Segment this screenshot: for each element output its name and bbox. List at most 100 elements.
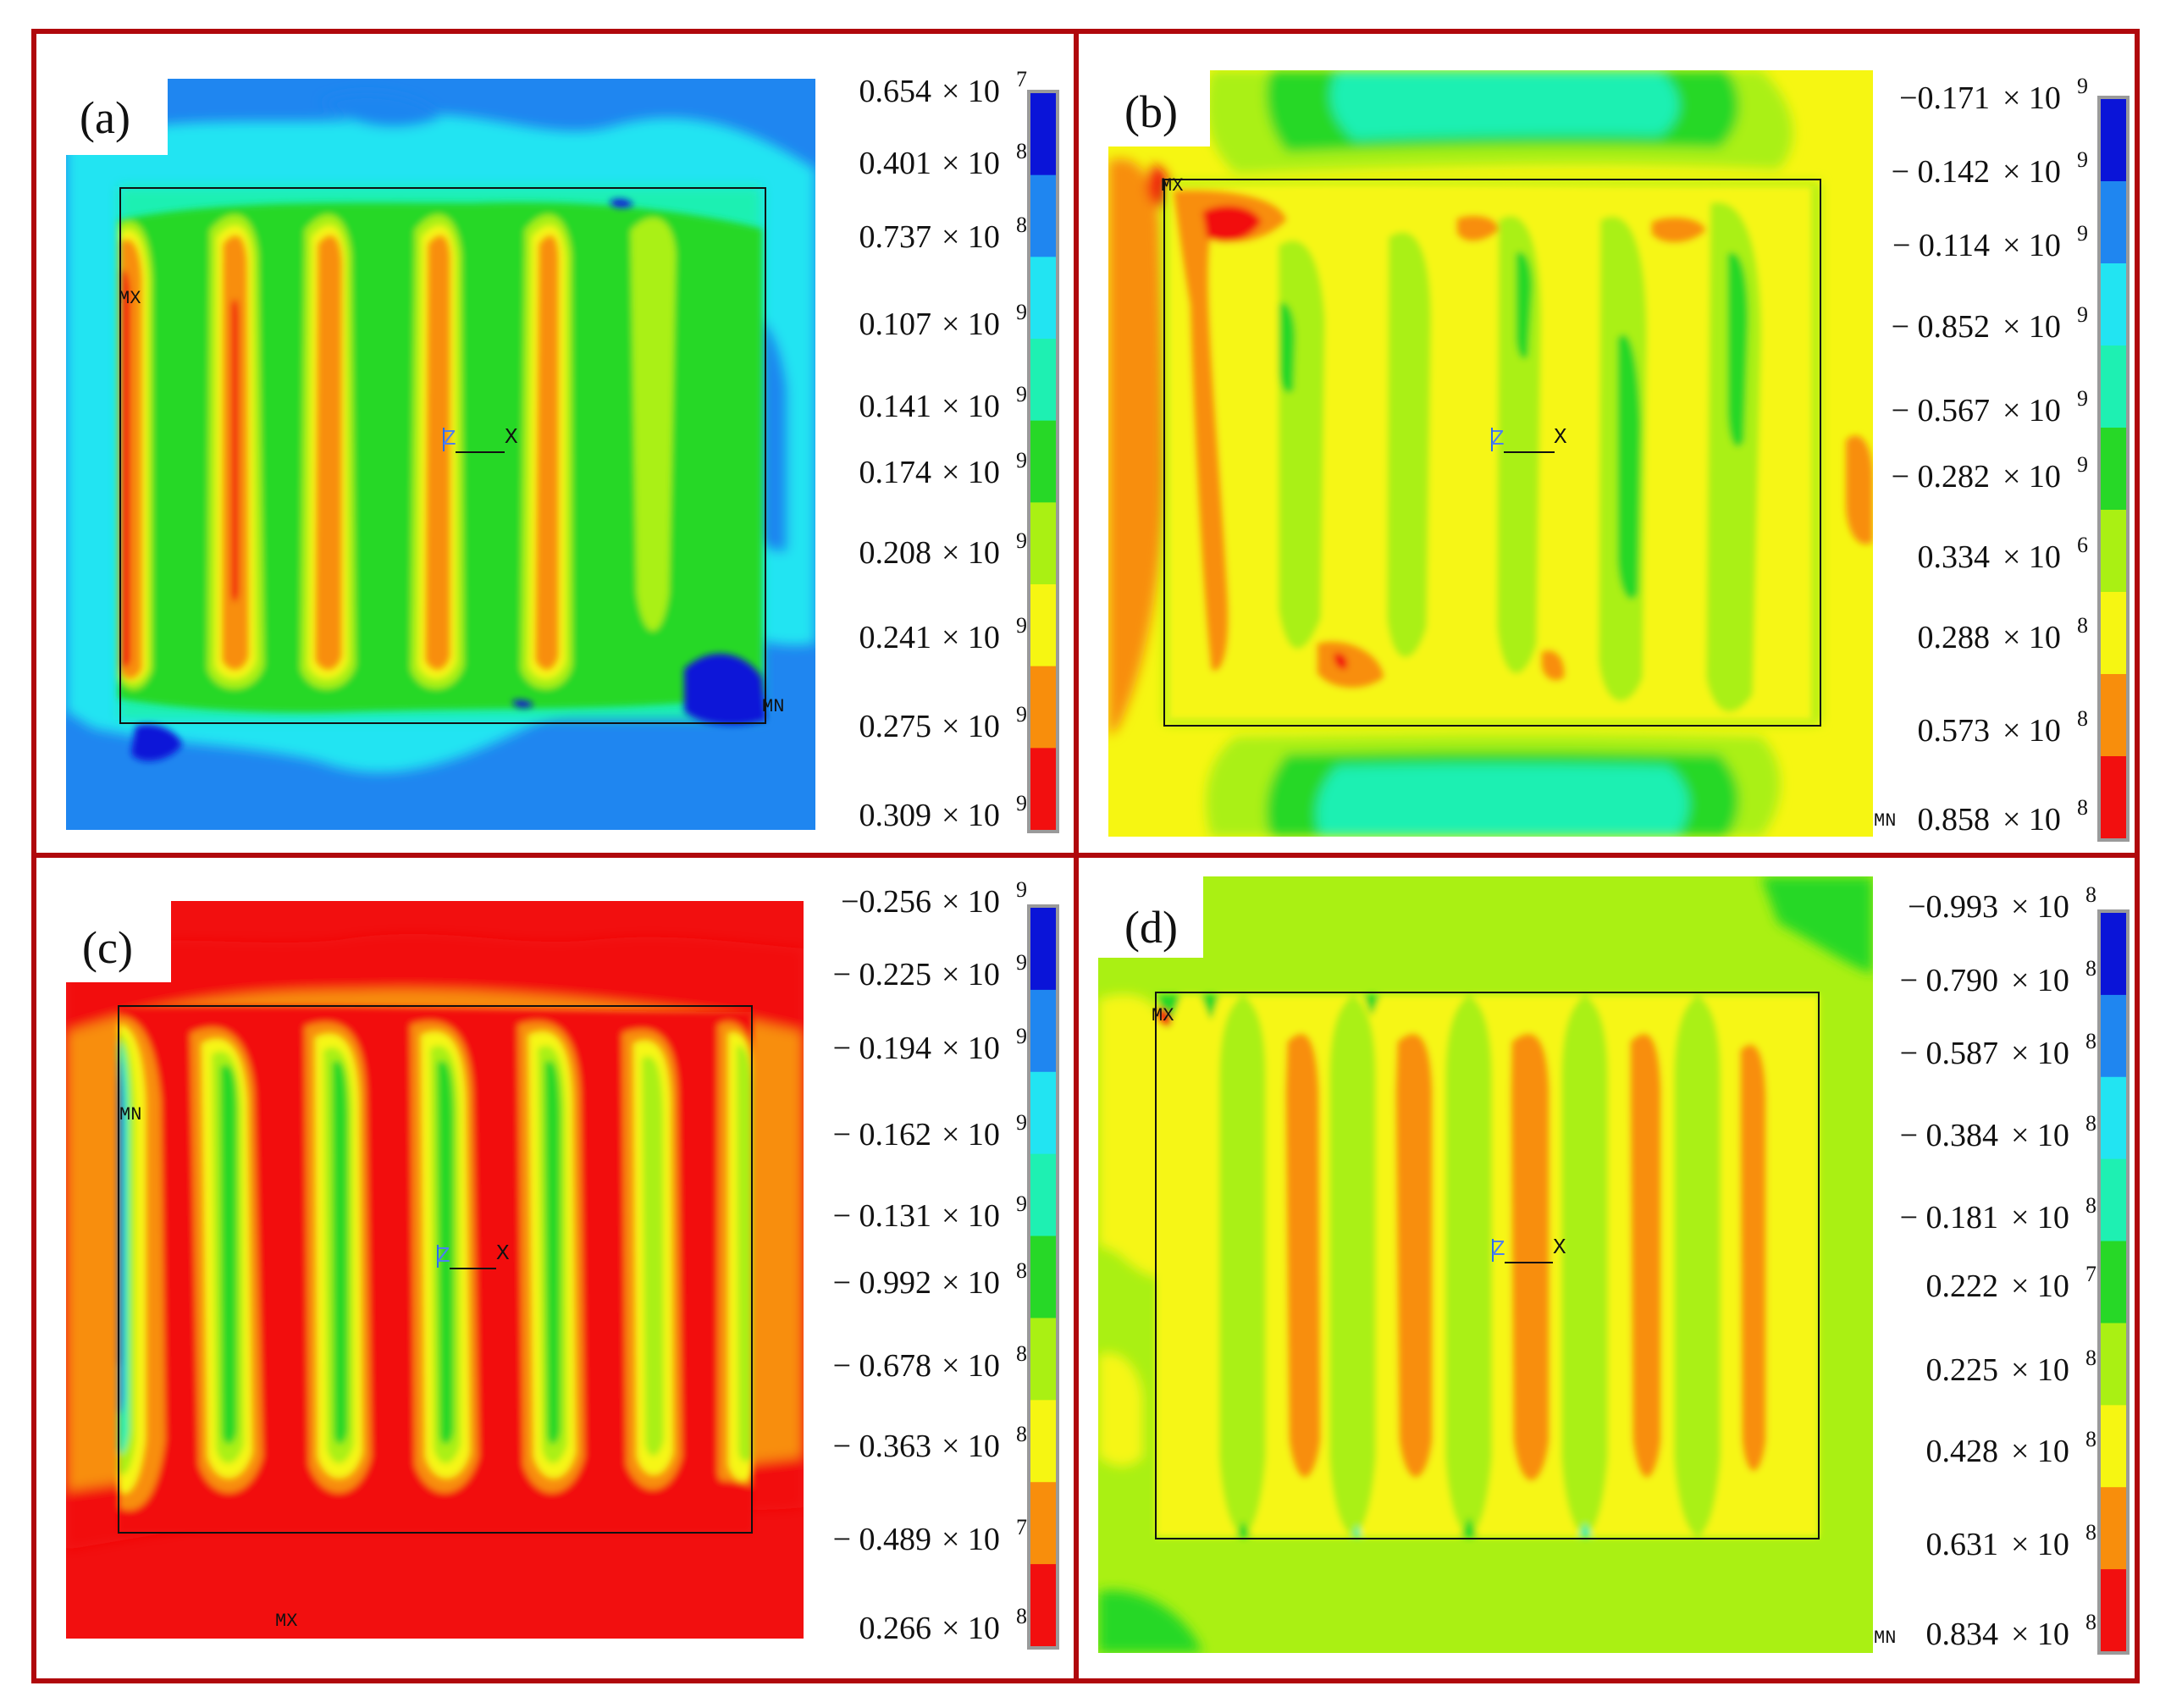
- axis-triad-b: Z X: [1491, 424, 1567, 453]
- legend-swatch: [1030, 666, 1056, 749]
- legend-swatch: [1030, 908, 1056, 991]
- legend-multiplier: × 10: [942, 1348, 1000, 1384]
- legend-value: 0.401: [859, 146, 932, 181]
- legend-bar-c: [1027, 904, 1059, 1650]
- legend-exponent: 8: [1016, 1422, 1027, 1446]
- legend-multiplier: × 10: [942, 1117, 1000, 1152]
- legend-exponent: 7: [1016, 1515, 1027, 1539]
- mn-marker-d: MN: [1874, 1628, 1896, 1649]
- legend-exponent: 9: [1016, 702, 1027, 727]
- legend-exponent: 9: [1016, 528, 1027, 553]
- legend-value: − 0.162: [833, 1117, 931, 1152]
- legend-value: 0.241: [859, 620, 932, 655]
- axis-x-c: X: [496, 1241, 510, 1266]
- axis-x-b: X: [1554, 424, 1567, 450]
- legend-swatch: [2101, 1076, 2126, 1160]
- legend-value: − 0.852: [1892, 309, 1990, 345]
- legend-value: 0.275: [859, 709, 932, 744]
- axis-z-a: Z: [443, 426, 456, 451]
- legend-multiplier: × 10: [942, 798, 1000, 833]
- legend-value: 0.266: [859, 1611, 932, 1646]
- legend-multiplier: × 10: [942, 1429, 1000, 1464]
- legend-value: 0.737: [859, 219, 932, 255]
- legend-swatch: [2101, 1405, 2126, 1488]
- legend-swatch: [1030, 1318, 1056, 1401]
- legend-multiplier: × 10: [2003, 802, 2061, 837]
- legend-multiplier: × 10: [2003, 393, 2061, 428]
- legend-multiplier: × 10: [2011, 889, 2069, 925]
- contour-plot-c: [66, 901, 804, 1639]
- legend-multiplier: × 10: [2003, 459, 2061, 495]
- frame-d: [1074, 853, 2140, 1683]
- legend-value: − 0.131: [833, 1198, 931, 1234]
- legend-exponent: 8: [1016, 139, 1027, 163]
- axis-triad-c: Z X: [437, 1241, 510, 1269]
- legend-multiplier: × 10: [2011, 1527, 2069, 1562]
- legend-swatch: [2101, 913, 2126, 996]
- axis-x-a: X: [505, 424, 518, 450]
- panel-label-c-box: (c): [66, 901, 171, 982]
- legend-exponent: 8: [1016, 213, 1027, 237]
- legend-value: − 0.114: [1892, 228, 1990, 263]
- mn-marker-b: MN: [1874, 810, 1896, 832]
- legend-value: 0.654: [859, 74, 932, 109]
- legend-value: 0.334: [1918, 539, 1991, 575]
- legend-exponent: 8: [2085, 882, 2096, 907]
- legend-swatch: [2101, 756, 2126, 839]
- legend-value: − 0.181: [1900, 1200, 1998, 1235]
- legend-exponent: 8: [2085, 1193, 2096, 1218]
- legend-exponent: 8: [1016, 1258, 1027, 1283]
- legend-labels: 0.654 × 10 7 0.401 × 10 8 0.737 × 10 8 0.107 × 10 9…: [833, 67, 2096, 1652]
- legend-multiplier: × 10: [942, 709, 1000, 744]
- panel-label-d-box: (d): [1098, 876, 1203, 958]
- legend-multiplier: × 10: [2003, 309, 2061, 345]
- legend-swatch: [1030, 257, 1056, 340]
- strips-d: [1156, 995, 1766, 1537]
- legend-exponent: 7: [1016, 67, 1027, 91]
- legend-value: 0.174: [859, 455, 932, 490]
- legend-value: −0.171: [1899, 80, 1990, 116]
- legend-swatch: [2101, 1323, 2126, 1406]
- legend-exponent: 9: [1016, 300, 1027, 324]
- legend-swatch: [1030, 584, 1056, 667]
- legend-exponent: 8: [2077, 795, 2088, 820]
- legend-exponent: 9: [1016, 950, 1027, 975]
- panel-label-a-box: (a): [66, 79, 168, 155]
- legend-exponent: 9: [1016, 877, 1027, 902]
- legend-value: 0.858: [1918, 802, 1991, 837]
- legend-exponent: 8: [1016, 1604, 1027, 1628]
- legend-value: − 0.678: [833, 1348, 931, 1384]
- legend-exponent: 8: [2085, 1427, 2096, 1451]
- legend-multiplier: × 10: [2011, 1118, 2069, 1153]
- legend-multiplier: × 10: [942, 1611, 1000, 1646]
- legend-multiplier: × 10: [942, 884, 1000, 920]
- mx-marker-b: MX: [1161, 175, 1183, 196]
- legend-exponent: 9: [2077, 74, 2088, 98]
- legend-multiplier: × 10: [2011, 1036, 2069, 1071]
- legend-value: − 0.489: [833, 1522, 931, 1557]
- mx-marker-c: MX: [275, 1611, 297, 1632]
- legend-bar-border: [2097, 96, 2130, 842]
- legend-value: 0.631: [1926, 1527, 1999, 1562]
- legend-value: − 0.384: [1900, 1118, 1998, 1153]
- mn-marker-a: MN: [762, 696, 784, 717]
- legend-value: 0.225: [1926, 1352, 1999, 1388]
- panel-label-a: (a): [80, 92, 130, 143]
- legend-swatch: [1030, 93, 1056, 176]
- panel-label-c: (c): [82, 922, 133, 973]
- legend-exponent: 8: [2085, 1111, 2096, 1136]
- legend-swatch: [1030, 1400, 1056, 1483]
- legend-multiplier: × 10: [942, 455, 1000, 490]
- strips-c: [191, 1021, 752, 1500]
- legend-exponent: 6: [2077, 533, 2088, 557]
- legend-exponent: 9: [1016, 791, 1027, 815]
- legend-swatch: [2101, 1158, 2126, 1242]
- legend-multiplier: × 10: [942, 957, 1000, 992]
- legend-exponent: 9: [1016, 1024, 1027, 1048]
- axis-z-b: Z: [1491, 426, 1505, 451]
- legend-multiplier: × 10: [2011, 1269, 2069, 1304]
- legend-value: − 0.992: [833, 1265, 931, 1301]
- legend-exponent: 9: [2077, 302, 2088, 327]
- legend-swatch: [2101, 994, 2126, 1078]
